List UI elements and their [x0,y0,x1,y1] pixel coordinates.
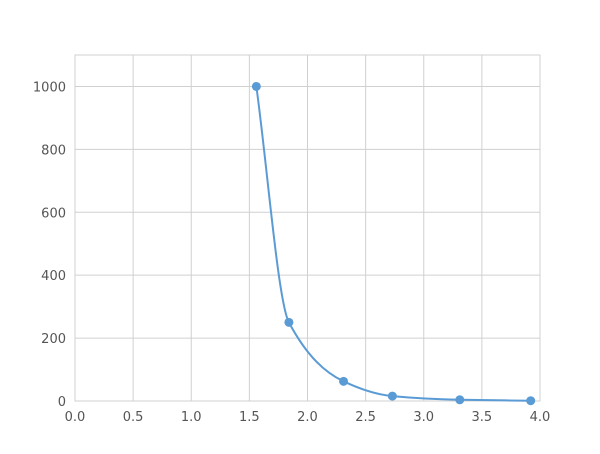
x-tick-label: 0.0 [65,410,86,425]
x-tick-label: 1.5 [239,410,260,425]
y-tick-label: 600 [41,206,66,221]
y-tick-label: 0 [58,395,66,410]
x-tick-label: 2.0 [297,410,318,425]
y-tick-label: 800 [41,143,66,158]
data-point [284,317,294,327]
data-point [251,81,261,91]
data-point [387,391,397,401]
x-tick-label: 2.5 [355,410,376,425]
x-tick-label: 4.0 [530,410,551,425]
x-tick-label: 0.5 [123,410,144,425]
series-line [255,86,531,402]
x-tick-label: 1.0 [181,410,202,425]
x-tick-label: 3.5 [472,410,493,425]
x-tick-label: 3.0 [413,410,434,425]
y-tick-label: 200 [41,332,66,347]
y-tick-label: 1000 [33,80,66,95]
data-point [339,376,349,386]
data-point [526,396,536,406]
y-tick-label: 400 [41,269,66,284]
data-point [455,395,465,405]
